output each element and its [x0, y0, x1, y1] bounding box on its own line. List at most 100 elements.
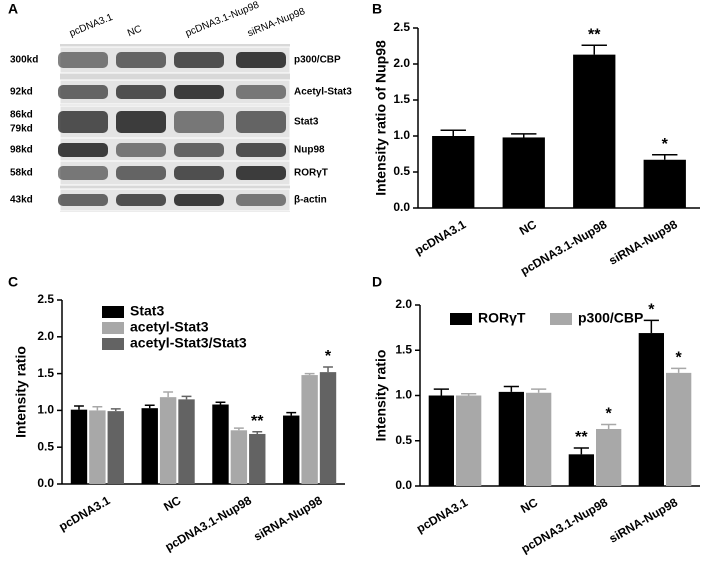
y-axis-label: Intensity ratio	[373, 350, 389, 442]
bar	[159, 397, 177, 484]
legend-swatch	[102, 306, 124, 318]
y-tick-label: 1.5	[37, 366, 54, 380]
bar	[666, 372, 692, 486]
x-tick-label: NC	[518, 495, 540, 516]
protein-label: Acetyl-Stat3	[294, 87, 352, 98]
band	[174, 143, 224, 157]
size-marker: 98kd	[10, 145, 33, 156]
error-bar	[74, 405, 84, 410]
size-marker: 300kd	[10, 55, 38, 66]
protein-label: Nup98	[294, 145, 325, 156]
bar	[502, 137, 545, 208]
band	[236, 111, 286, 133]
y-tick-label: 1.5	[395, 342, 412, 356]
bar	[568, 454, 594, 486]
bar	[89, 410, 106, 484]
size-marker: 86kd	[10, 110, 33, 121]
band	[236, 194, 286, 206]
error-bar	[503, 385, 519, 392]
band	[58, 85, 108, 99]
error-bar	[323, 366, 333, 373]
y-axis-label: Intensity ratio	[13, 346, 29, 438]
y-axis-label: Intensity ratio of Nup98	[373, 40, 389, 196]
significance: **	[575, 429, 588, 446]
error-bar	[581, 44, 607, 55]
bar	[573, 54, 616, 208]
legend-swatch	[450, 313, 472, 325]
size-marker: 58kd	[10, 168, 33, 179]
protein-label: RORγT	[294, 168, 328, 179]
band	[116, 166, 166, 180]
band	[58, 52, 108, 68]
y-tick-label: 2.5	[393, 20, 410, 34]
significance: *	[662, 136, 669, 153]
significance: **	[251, 413, 264, 430]
band	[174, 166, 224, 180]
band	[58, 194, 108, 206]
error-bar	[573, 447, 589, 455]
bar	[301, 375, 318, 484]
panel-label: C	[8, 274, 18, 290]
y-tick-label: 1.0	[37, 403, 54, 417]
error-bar	[601, 423, 617, 429]
lane-label: NC	[126, 24, 144, 40]
error-bar	[181, 395, 192, 400]
band	[116, 111, 166, 133]
y-tick-label: 1.0	[393, 128, 410, 142]
protein-label: Stat3	[294, 117, 319, 128]
y-tick-label: 0.5	[395, 433, 412, 447]
panel-label: D	[372, 274, 382, 290]
bar	[249, 433, 266, 484]
band	[236, 166, 286, 180]
band	[174, 194, 224, 206]
significance: *	[648, 302, 655, 319]
band	[116, 194, 166, 206]
legend-label: Stat3	[130, 303, 164, 319]
x-tick-label: NC	[161, 493, 183, 514]
size-marker: 43kd	[10, 195, 33, 206]
x-tick-label: siRNA-Nup98	[251, 493, 325, 544]
significance: *	[676, 350, 683, 367]
error-bar	[511, 133, 537, 138]
band	[116, 143, 166, 157]
error-bar	[286, 411, 297, 416]
size-marker: 92kd	[10, 87, 33, 98]
y-tick-label: 2.0	[393, 56, 410, 70]
x-tick-label: NC	[517, 217, 539, 238]
band	[174, 111, 224, 133]
band	[174, 85, 224, 99]
band	[58, 111, 108, 133]
y-tick-label: 0.5	[37, 439, 54, 453]
band	[116, 52, 166, 68]
y-tick-label: 0.0	[395, 478, 412, 492]
bar	[230, 430, 248, 484]
error-bar	[92, 405, 103, 411]
significance: *	[325, 348, 332, 365]
bar	[643, 159, 686, 208]
x-tick-label: pcDNA3.1	[56, 493, 112, 534]
panel-label: B	[372, 1, 382, 17]
legend-swatch	[550, 313, 572, 325]
bar	[319, 372, 337, 484]
band	[58, 143, 108, 157]
error-bar	[252, 430, 263, 434]
error-bar	[433, 388, 449, 396]
error-bar	[652, 153, 678, 160]
bar	[526, 392, 552, 486]
bar	[596, 428, 622, 486]
bar	[212, 404, 229, 484]
legend-label: acetyl-Stat3	[130, 319, 209, 335]
x-tick-label: siRNA-Nup98	[606, 217, 680, 268]
error-bar	[144, 404, 155, 409]
error-bar	[163, 391, 174, 398]
protein-label: β-actin	[294, 195, 327, 206]
band	[116, 85, 166, 99]
lane-label: pcDNA3.1	[68, 12, 115, 39]
significance: **	[588, 26, 601, 43]
legend-label: p300/CBP	[578, 310, 643, 326]
legend-label: RORγT	[478, 310, 526, 326]
y-tick-label: 1.0	[395, 388, 412, 402]
y-tick-label: 2.5	[37, 292, 54, 306]
error-bar	[531, 388, 547, 393]
